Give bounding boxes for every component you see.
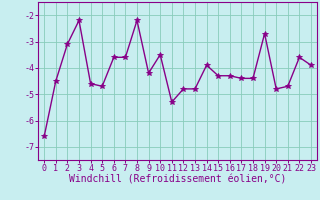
- X-axis label: Windchill (Refroidissement éolien,°C): Windchill (Refroidissement éolien,°C): [69, 175, 286, 185]
